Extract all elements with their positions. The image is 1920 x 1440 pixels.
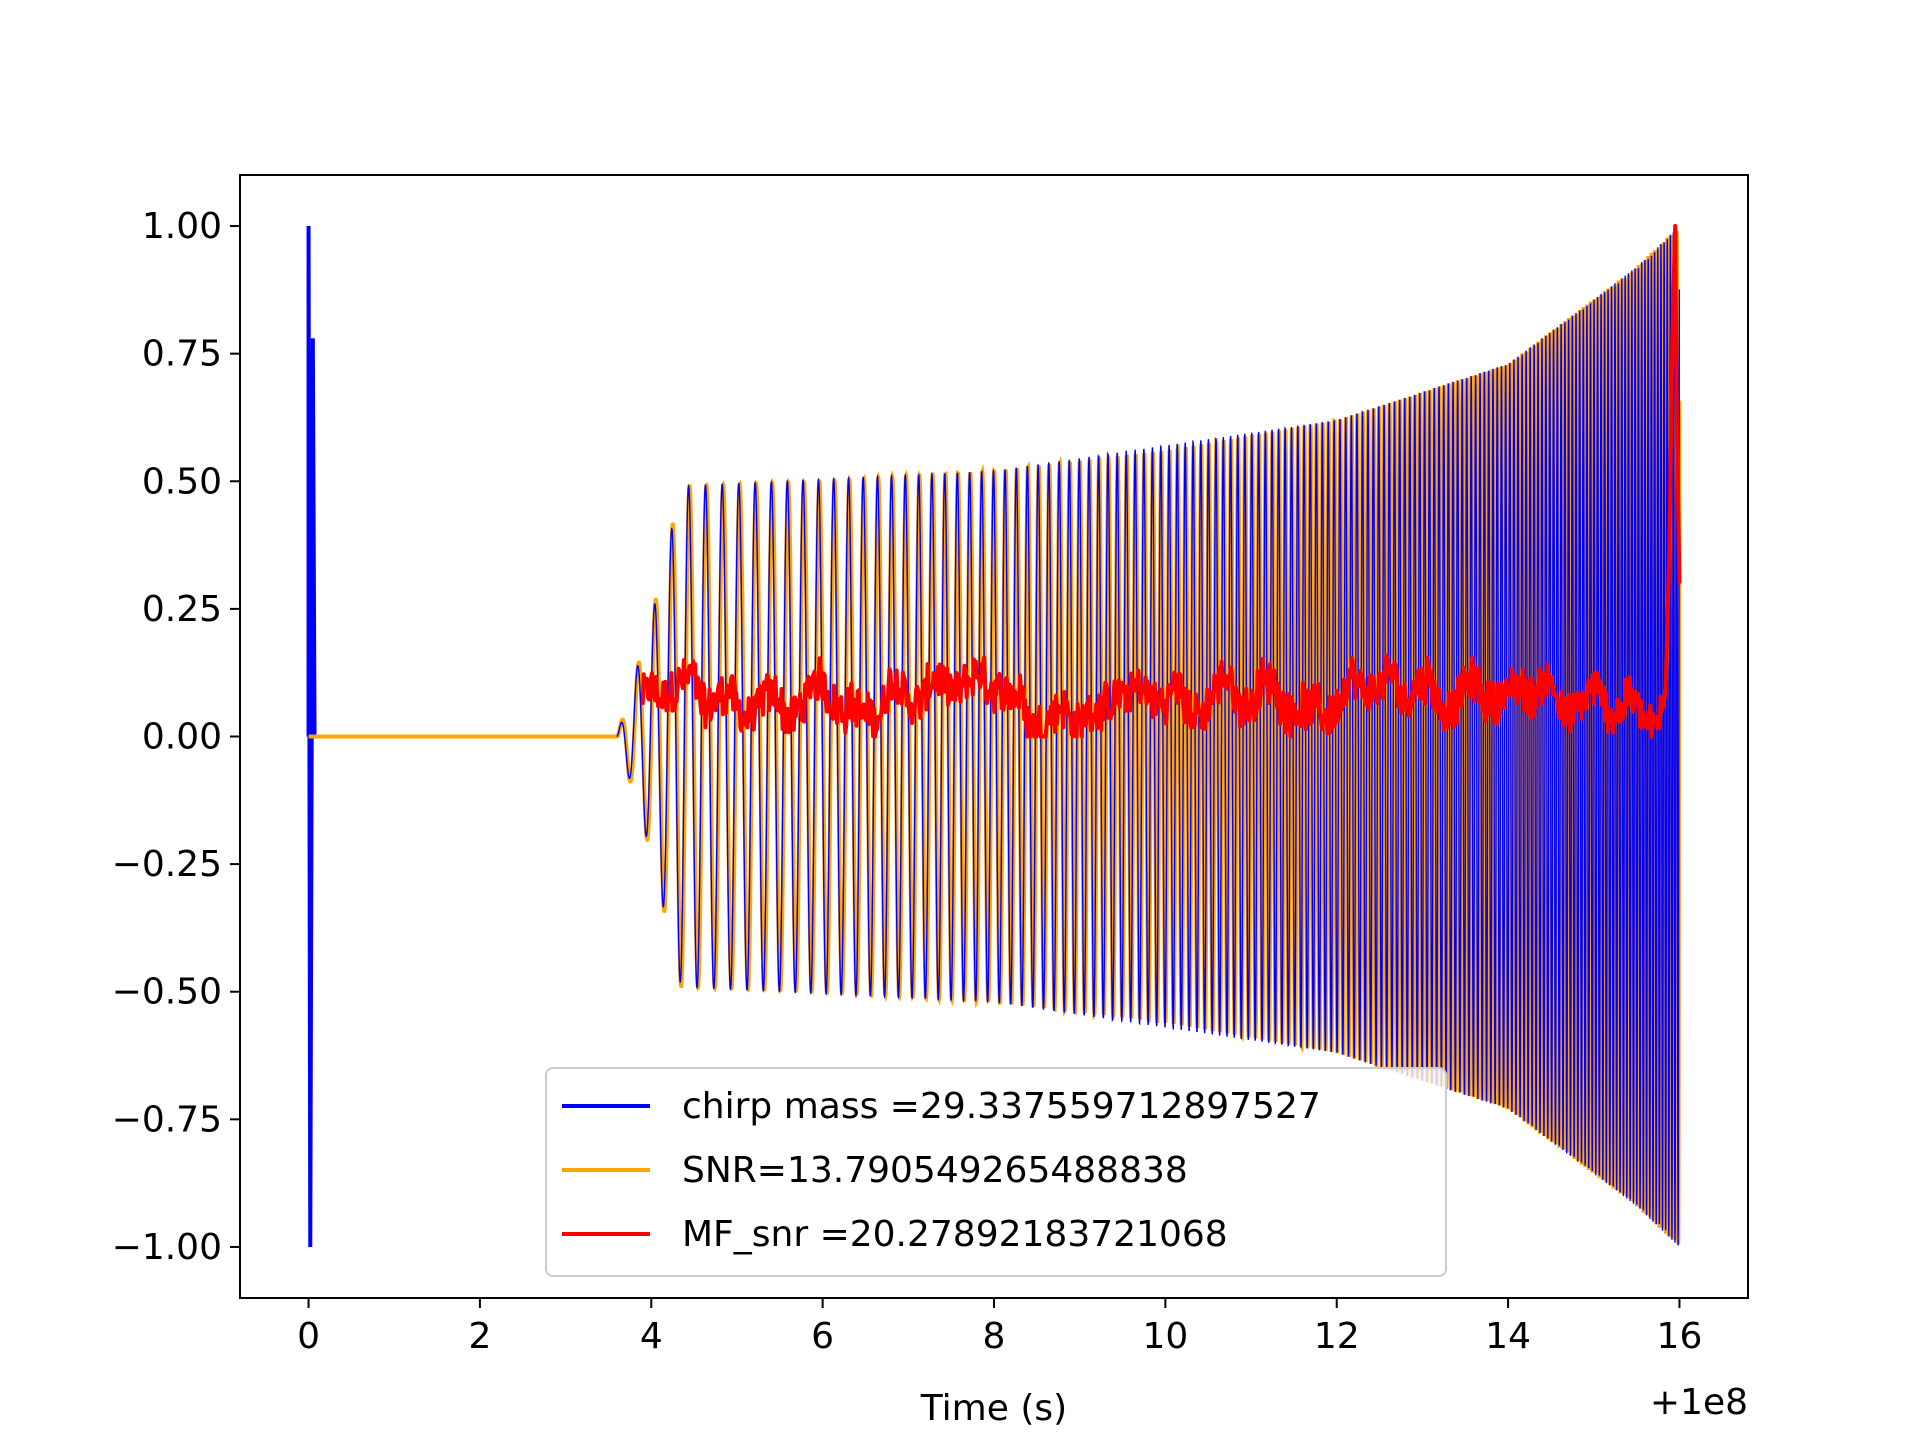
legend-label-chirp-mass: chirp mass =29.337559712897527: [682, 1086, 1321, 1127]
series-chirp-mass-line: [616, 228, 1681, 1246]
y-axis: 1.00 0.75 0.50 0.25 0.00 −0.25 −0.50 −0.75 −1.00: [112, 206, 240, 1268]
y-tick-label: 1.00: [142, 206, 222, 247]
x-axis-offset-text: +1e8: [1650, 1382, 1748, 1423]
x-tick-label: 2: [468, 1316, 491, 1357]
x-tick-label: 0: [297, 1316, 320, 1357]
y-tick-label: 0.00: [142, 717, 222, 758]
y-tick-label: 0.50: [142, 461, 222, 502]
legend: chirp mass =29.337559712897527 SNR=13.79…: [545, 1067, 1447, 1277]
y-tick-label: −0.75: [112, 1099, 222, 1140]
x-tick-label: 6: [811, 1316, 834, 1357]
legend-label-mf-snr: MF_snr =20.27892183721068: [682, 1214, 1228, 1255]
x-tick-label: 12: [1314, 1316, 1360, 1357]
series-mf-snr-line: [640, 224, 1682, 739]
x-tick-label: 16: [1657, 1316, 1703, 1357]
x-tick-label: 10: [1142, 1316, 1188, 1357]
legend-label-snr: SNR=13.790549265488838: [682, 1150, 1188, 1191]
y-tick-label: 0.25: [142, 589, 222, 630]
x-axis: 0 2 4 6 8 10 12 14 16: [297, 1298, 1702, 1357]
series-chirp-mass-spike: [306, 226, 317, 1247]
y-tick-label: −0.50: [112, 972, 222, 1013]
y-tick-label: −0.25: [112, 844, 222, 885]
x-tick-label: 4: [640, 1316, 663, 1357]
x-axis-label: Time (s): [920, 1388, 1067, 1429]
y-tick-label: 0.75: [142, 334, 222, 375]
legend-box: [545, 1067, 1447, 1277]
x-tick-label: 14: [1485, 1316, 1531, 1357]
x-tick-label: 8: [983, 1316, 1006, 1357]
series-layer: [306, 224, 1682, 1247]
y-tick-label: −1.00: [112, 1227, 222, 1268]
